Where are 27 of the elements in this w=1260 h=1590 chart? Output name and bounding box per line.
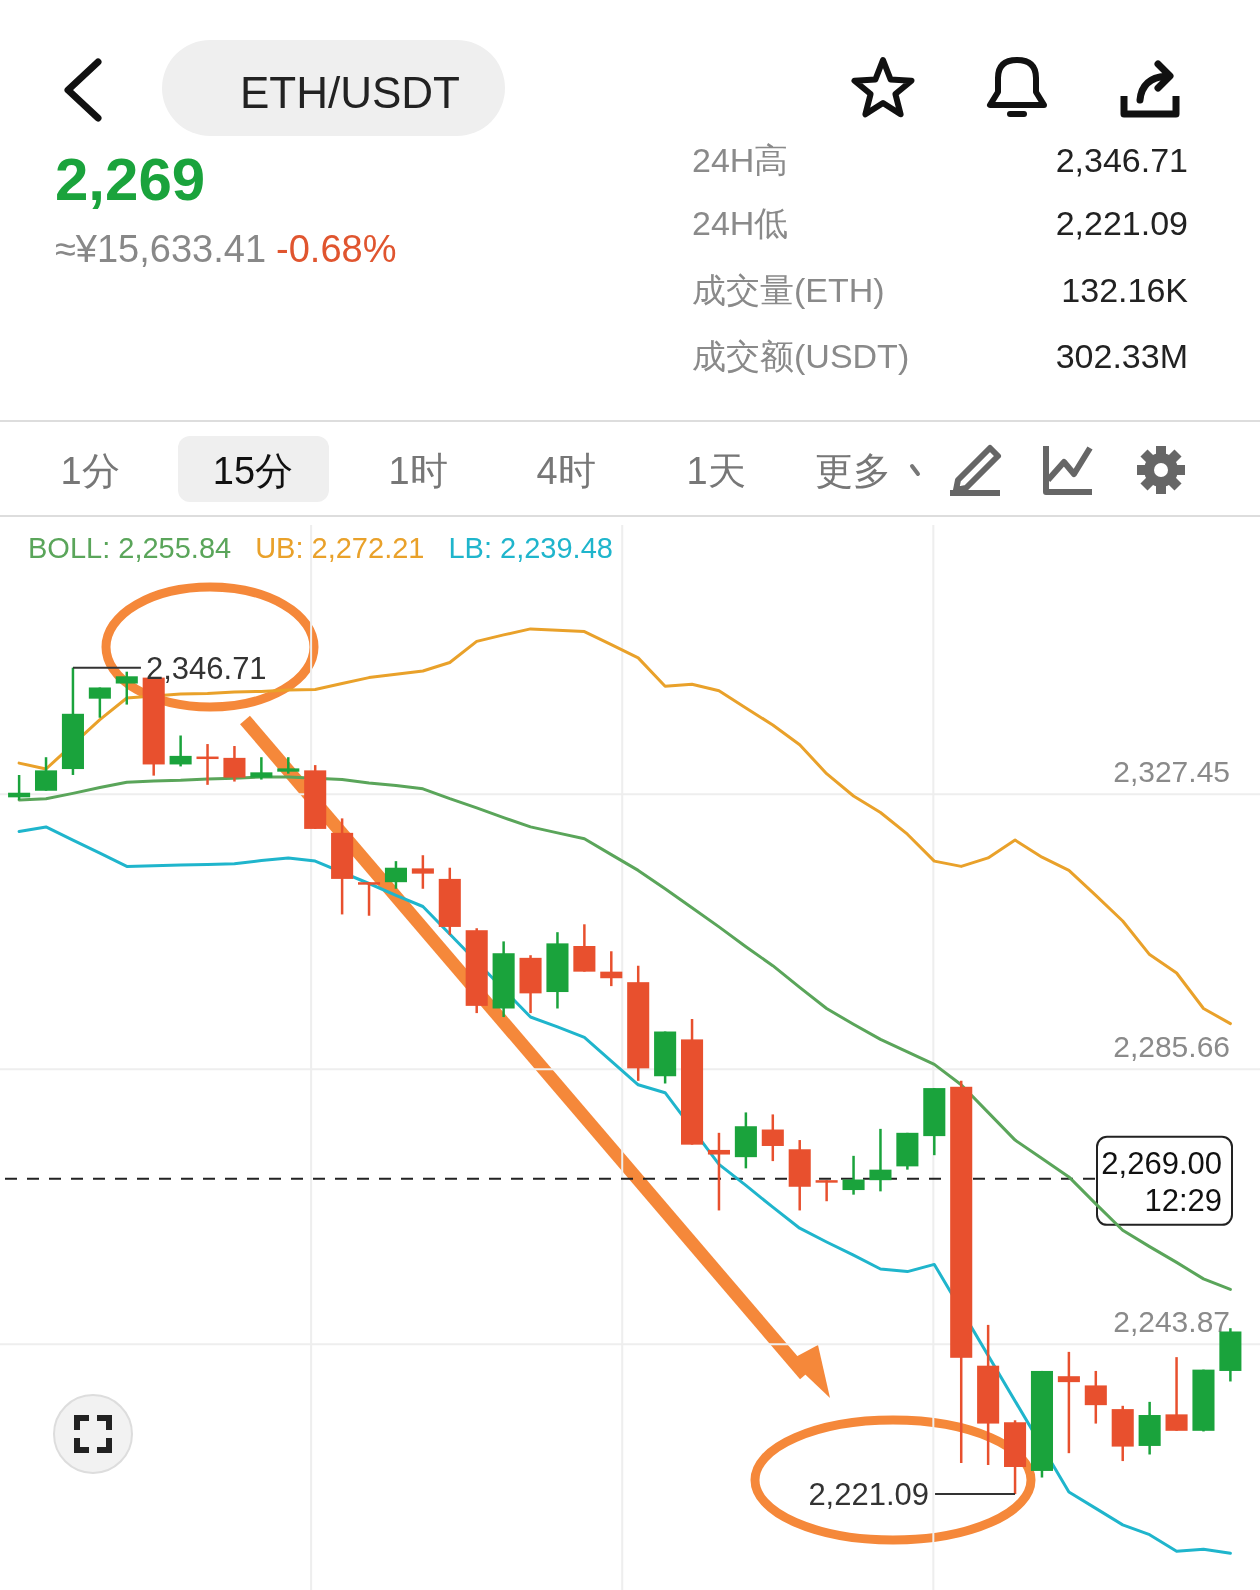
- text: BOLL: 2,255.84: [28, 532, 232, 564]
- text: 2,269: [55, 146, 206, 213]
- text: LB: 2,239.48: [448, 532, 613, 564]
- text: UB: 2,272.21: [255, 532, 425, 564]
- text: 132.16K: [1061, 271, 1189, 309]
- y-tick-label: 2,243.87: [1113, 1305, 1230, 1339]
- annotation: 2,346.71: [145, 650, 267, 686]
- text: 1分: [60, 450, 120, 492]
- text: 15分: [212, 450, 294, 492]
- text: 4时: [536, 450, 596, 492]
- text: 成交额(USDT): [692, 337, 910, 375]
- text: 302.33M: [1055, 337, 1188, 375]
- text: 24H高: [692, 141, 789, 179]
- text: 24H低: [692, 204, 789, 242]
- text: 1天: [686, 450, 746, 492]
- text: ≈¥15,633.41: [55, 228, 267, 270]
- text: 更多: [815, 450, 891, 492]
- text: 成交量(ETH): [692, 271, 885, 309]
- annotation: 2,221.09: [808, 1477, 930, 1513]
- text: 1时: [388, 450, 448, 492]
- ref-line-label: 2,269.00 12:29: [1101, 1145, 1222, 1218]
- text: 2,221.09: [1055, 204, 1188, 242]
- y-tick-label: 2,285.66: [1113, 1030, 1230, 1064]
- y-tick-label: 2,327.45: [1113, 755, 1230, 789]
- text: -0.68%: [276, 228, 397, 270]
- chart-title: ETH/USDT: [240, 68, 460, 117]
- text: 2,346.71: [1055, 141, 1188, 179]
